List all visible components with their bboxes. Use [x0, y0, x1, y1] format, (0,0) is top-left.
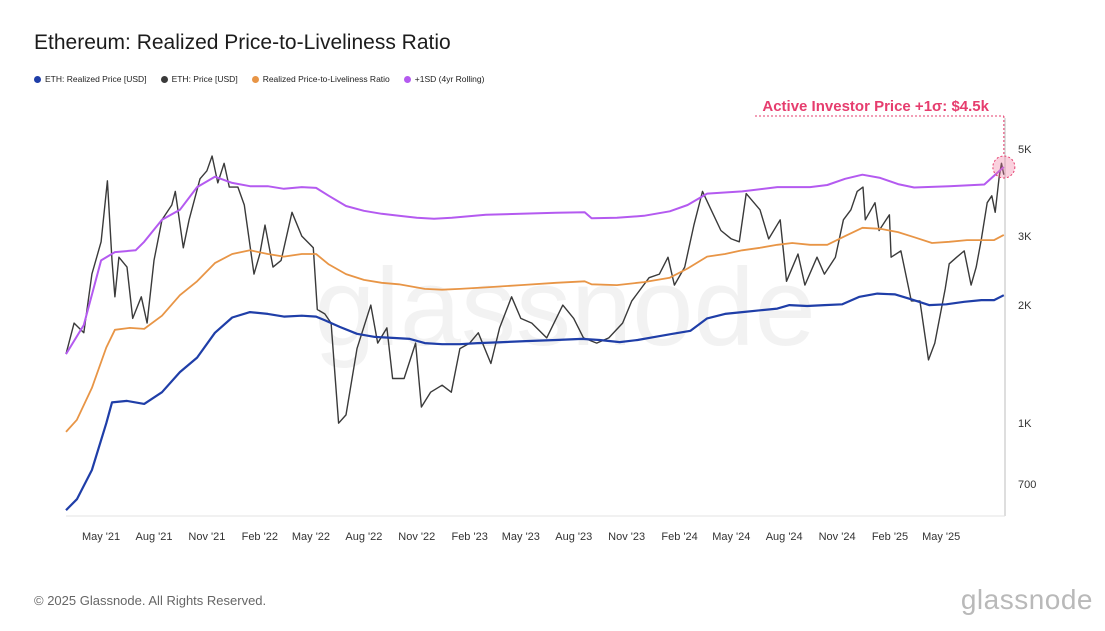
- series-line-realized-price-to-liveliness-ratio: [65, 226, 1005, 433]
- legend-label-plus-1sd: +1SD (4yr Rolling): [414, 74, 485, 84]
- legend-item-liveliness-ratio[interactable]: Realized Price-to-Liveliness Ratio: [251, 74, 390, 84]
- copyright-footer: © 2025 Glassnode. All Rights Reserved.: [34, 593, 267, 608]
- brand-logo: glassnode: [960, 584, 1093, 615]
- x-tick-label: Nov '24: [819, 531, 856, 543]
- x-tick-label: Feb '23: [451, 531, 487, 543]
- x-tick-label: May '22: [292, 531, 330, 543]
- x-tick-label: Nov '23: [608, 531, 645, 543]
- x-tick-label: Aug '24: [766, 531, 803, 543]
- x-tick-label: May '21: [82, 531, 120, 543]
- y-tick-label: 700: [1018, 479, 1036, 491]
- x-tick-label: Feb '24: [661, 531, 697, 543]
- legend-item-price[interactable]: ETH: Price [USD]: [160, 74, 238, 84]
- series-layer: [65, 155, 1005, 511]
- y-tick-label: 1K: [1018, 418, 1032, 430]
- annotation-label: Active Investor Price +1σ: $4.5k: [762, 98, 989, 115]
- x-tick-label: Aug '22: [345, 531, 382, 543]
- legend-label-realized-price: ETH: Realized Price [USD]: [45, 74, 147, 84]
- x-tick-label: Feb '22: [242, 531, 278, 543]
- legend-swatch-plus-1sd: [403, 75, 411, 83]
- x-tick-label: Aug '21: [135, 531, 172, 543]
- x-tick-label: May '24: [712, 531, 750, 543]
- x-axis-ticks: May '21 Aug '21 Nov '21 Feb '22 May '22 Aug '…: [82, 531, 960, 543]
- series-line-eth-realized-price-usd: [65, 292, 1005, 511]
- y-tick-label: 2K: [1018, 300, 1032, 312]
- chart-title: Ethereum: Realized Price-to-Liveliness R…: [34, 31, 451, 54]
- legend: ETH: Realized Price [USD] ETH: Price [US…: [34, 74, 484, 84]
- x-tick-label: May '25: [922, 531, 960, 543]
- y-tick-label: 5K: [1018, 144, 1032, 156]
- legend-swatch-liveliness-ratio: [251, 75, 259, 83]
- legend-swatch-price: [160, 75, 168, 83]
- x-tick-label: Feb '25: [872, 531, 908, 543]
- x-tick-label: May '23: [502, 531, 540, 543]
- legend-item-plus-1sd[interactable]: +1SD (4yr Rolling): [403, 74, 485, 84]
- y-tick-label: 3K: [1018, 231, 1032, 243]
- x-tick-label: Nov '22: [398, 531, 435, 543]
- legend-item-realized-price[interactable]: ETH: Realized Price [USD]: [34, 74, 147, 84]
- y-axis-ticks: 5K 3K 2K 1K 700: [1018, 144, 1036, 491]
- annotation-layer: Active Investor Price +1σ: $4.5k: [755, 98, 1016, 179]
- legend-label-liveliness-ratio: Realized Price-to-Liveliness Ratio: [262, 74, 390, 84]
- x-tick-label: Aug '23: [555, 531, 592, 543]
- legend-label-price: ETH: Price [USD]: [171, 74, 238, 84]
- series-line-eth-price-usd: [65, 155, 1005, 424]
- legend-swatch-realized-price: [34, 75, 41, 83]
- series-line-1sd-4yr-rolling: [65, 166, 1005, 355]
- x-tick-label: Nov '21: [188, 531, 225, 543]
- annotation-marker: [992, 155, 1016, 179]
